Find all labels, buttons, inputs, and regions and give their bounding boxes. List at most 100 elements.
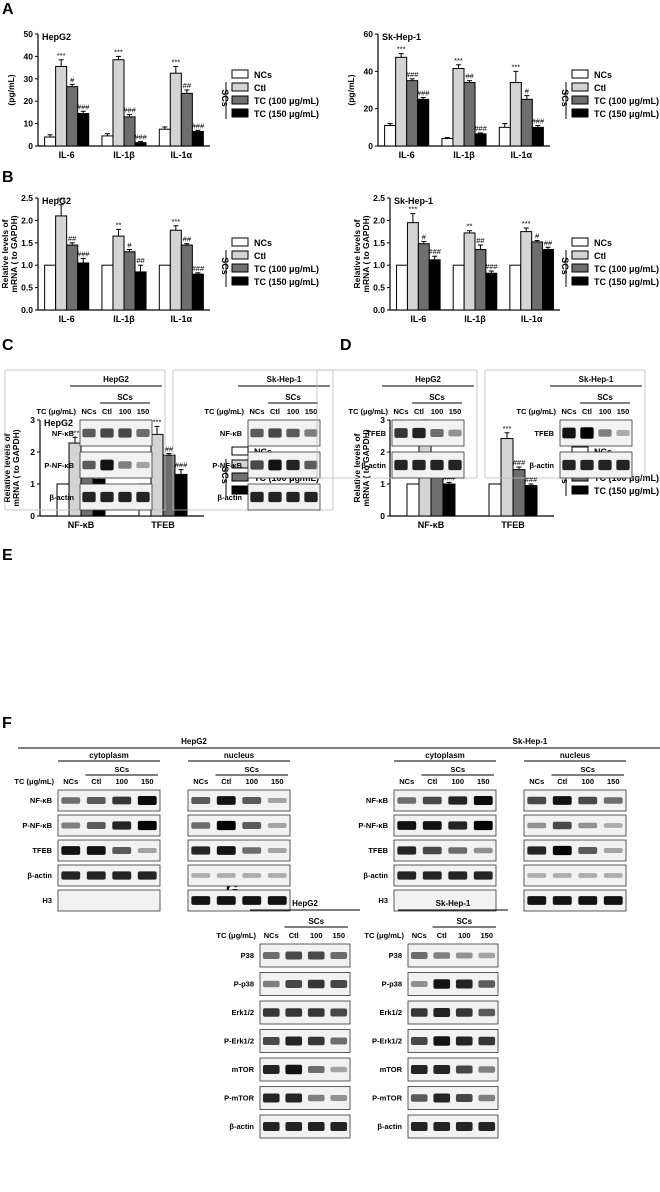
bar (474, 133, 487, 147)
significance-mark: ### (485, 262, 498, 271)
western-blot: Sk-Hep-1 SCs TC (μg/mL) NCs Ctl 100 150 NF-κB P-… (172, 369, 334, 511)
protein-band (112, 821, 132, 830)
protein-band (330, 1094, 348, 1102)
legend-swatch (231, 263, 249, 273)
blot-frame (393, 864, 497, 887)
blot-row-label: β-actin (363, 871, 388, 880)
protein-band (191, 797, 211, 804)
lane-label: Ctl (270, 407, 280, 416)
protein-band (455, 1093, 473, 1103)
lane-label: NCs (264, 931, 279, 940)
significance-mark: ## (68, 234, 77, 243)
protein-band (137, 871, 157, 880)
protein-band (578, 896, 598, 905)
blot-frame (259, 1057, 351, 1082)
lane-label: Ctl (557, 777, 567, 786)
protein-band (455, 1036, 473, 1046)
bar (158, 264, 171, 311)
blot-row-label: Erk1/2 (231, 1008, 254, 1017)
bar (485, 272, 498, 311)
tc-dose-label: TC (μg/mL) (36, 407, 76, 416)
tc-dose-label: TC (μg/mL) (204, 407, 244, 416)
legend-label: Ctl (254, 251, 266, 261)
lane-label: 150 (137, 407, 150, 416)
protein-band (242, 873, 262, 878)
legend-swatch (231, 472, 249, 482)
protein-band (455, 1121, 473, 1132)
legend-swatch (231, 250, 249, 260)
x-tick-label: NF-κB (68, 520, 95, 530)
western-blot: Sk-Hep-1 SCs TC (μg/mL) NCs Ctl 100 150 P38 P-p3… (364, 899, 508, 1139)
protein-band (603, 896, 623, 905)
bar (406, 222, 419, 311)
legend-side-label: SCs (560, 89, 570, 107)
y-tick-label: 2.0 (373, 215, 385, 225)
bar (191, 130, 204, 147)
x-tick-label: NF-κB (418, 520, 445, 530)
lane-label: 150 (332, 931, 345, 940)
significance-mark: # (70, 75, 75, 84)
lane-label: 100 (458, 931, 471, 940)
y-tick-label: 40 (24, 51, 34, 61)
x-tick-label: IL-6 (59, 314, 75, 324)
protein-band (262, 980, 280, 988)
protein-band (118, 491, 132, 503)
protein-band (562, 427, 576, 439)
protein-band (216, 820, 236, 831)
protein-band (448, 459, 462, 471)
protein-band (330, 1037, 348, 1045)
protein-band (250, 491, 264, 503)
legend-swatch (231, 82, 249, 92)
protein-band (478, 1121, 496, 1132)
protein-band (330, 951, 348, 960)
blot-frame (259, 1029, 351, 1053)
blot-row-label: mTOR (380, 1065, 403, 1074)
protein-band (448, 429, 462, 437)
protein-band (455, 979, 473, 989)
bar (112, 235, 125, 311)
y-axis-label: (pg/mL) (346, 74, 356, 105)
panel-letter-c: C (2, 337, 14, 354)
y-tick-label: 2.0 (21, 215, 33, 225)
legend-side-label: SCs (560, 257, 570, 275)
protein-band (267, 896, 287, 905)
bar (531, 241, 544, 311)
bar (542, 249, 554, 311)
y-tick-label: 0.5 (373, 283, 385, 293)
lane-label: NCs (412, 931, 427, 940)
chart-legend: NCs Ctl TC (100 μg/mL) TC (150 μg/mL) SCs (220, 237, 319, 287)
protein-band (478, 1066, 496, 1073)
blot-row-label: P-p38 (382, 980, 402, 989)
protein-band (268, 491, 282, 503)
x-tick-label: TFEB (501, 520, 525, 530)
bar (512, 469, 526, 517)
x-tick-label: IL-1β (113, 150, 135, 160)
bar (406, 483, 420, 517)
protein-band (286, 428, 300, 438)
protein-band (527, 822, 547, 829)
y-axis-label: mRNA ( to GAPDH) (11, 429, 21, 506)
protein-band (262, 951, 280, 960)
bar (509, 264, 522, 311)
protein-band (191, 846, 211, 855)
protein-band (285, 1064, 303, 1075)
significance-mark: ## (544, 238, 553, 247)
bar (452, 264, 465, 311)
blot-row-label: NF-κB (52, 429, 75, 438)
blot-row-label: NF-κB (30, 796, 53, 805)
protein-band (137, 795, 157, 806)
legend-swatch (571, 250, 589, 260)
protein-band (242, 797, 262, 804)
blot-row-label: P38 (389, 951, 402, 960)
blot-frame (259, 972, 351, 996)
protein-band (285, 1008, 303, 1017)
blot-row-label: β-actin (217, 493, 242, 502)
protein-band (578, 796, 598, 805)
lane-label: 150 (449, 407, 462, 416)
legend-swatch (571, 69, 589, 79)
protein-band (100, 491, 114, 503)
significance-mark: ### (134, 133, 147, 142)
nucleus-label: nucleus (560, 751, 591, 760)
